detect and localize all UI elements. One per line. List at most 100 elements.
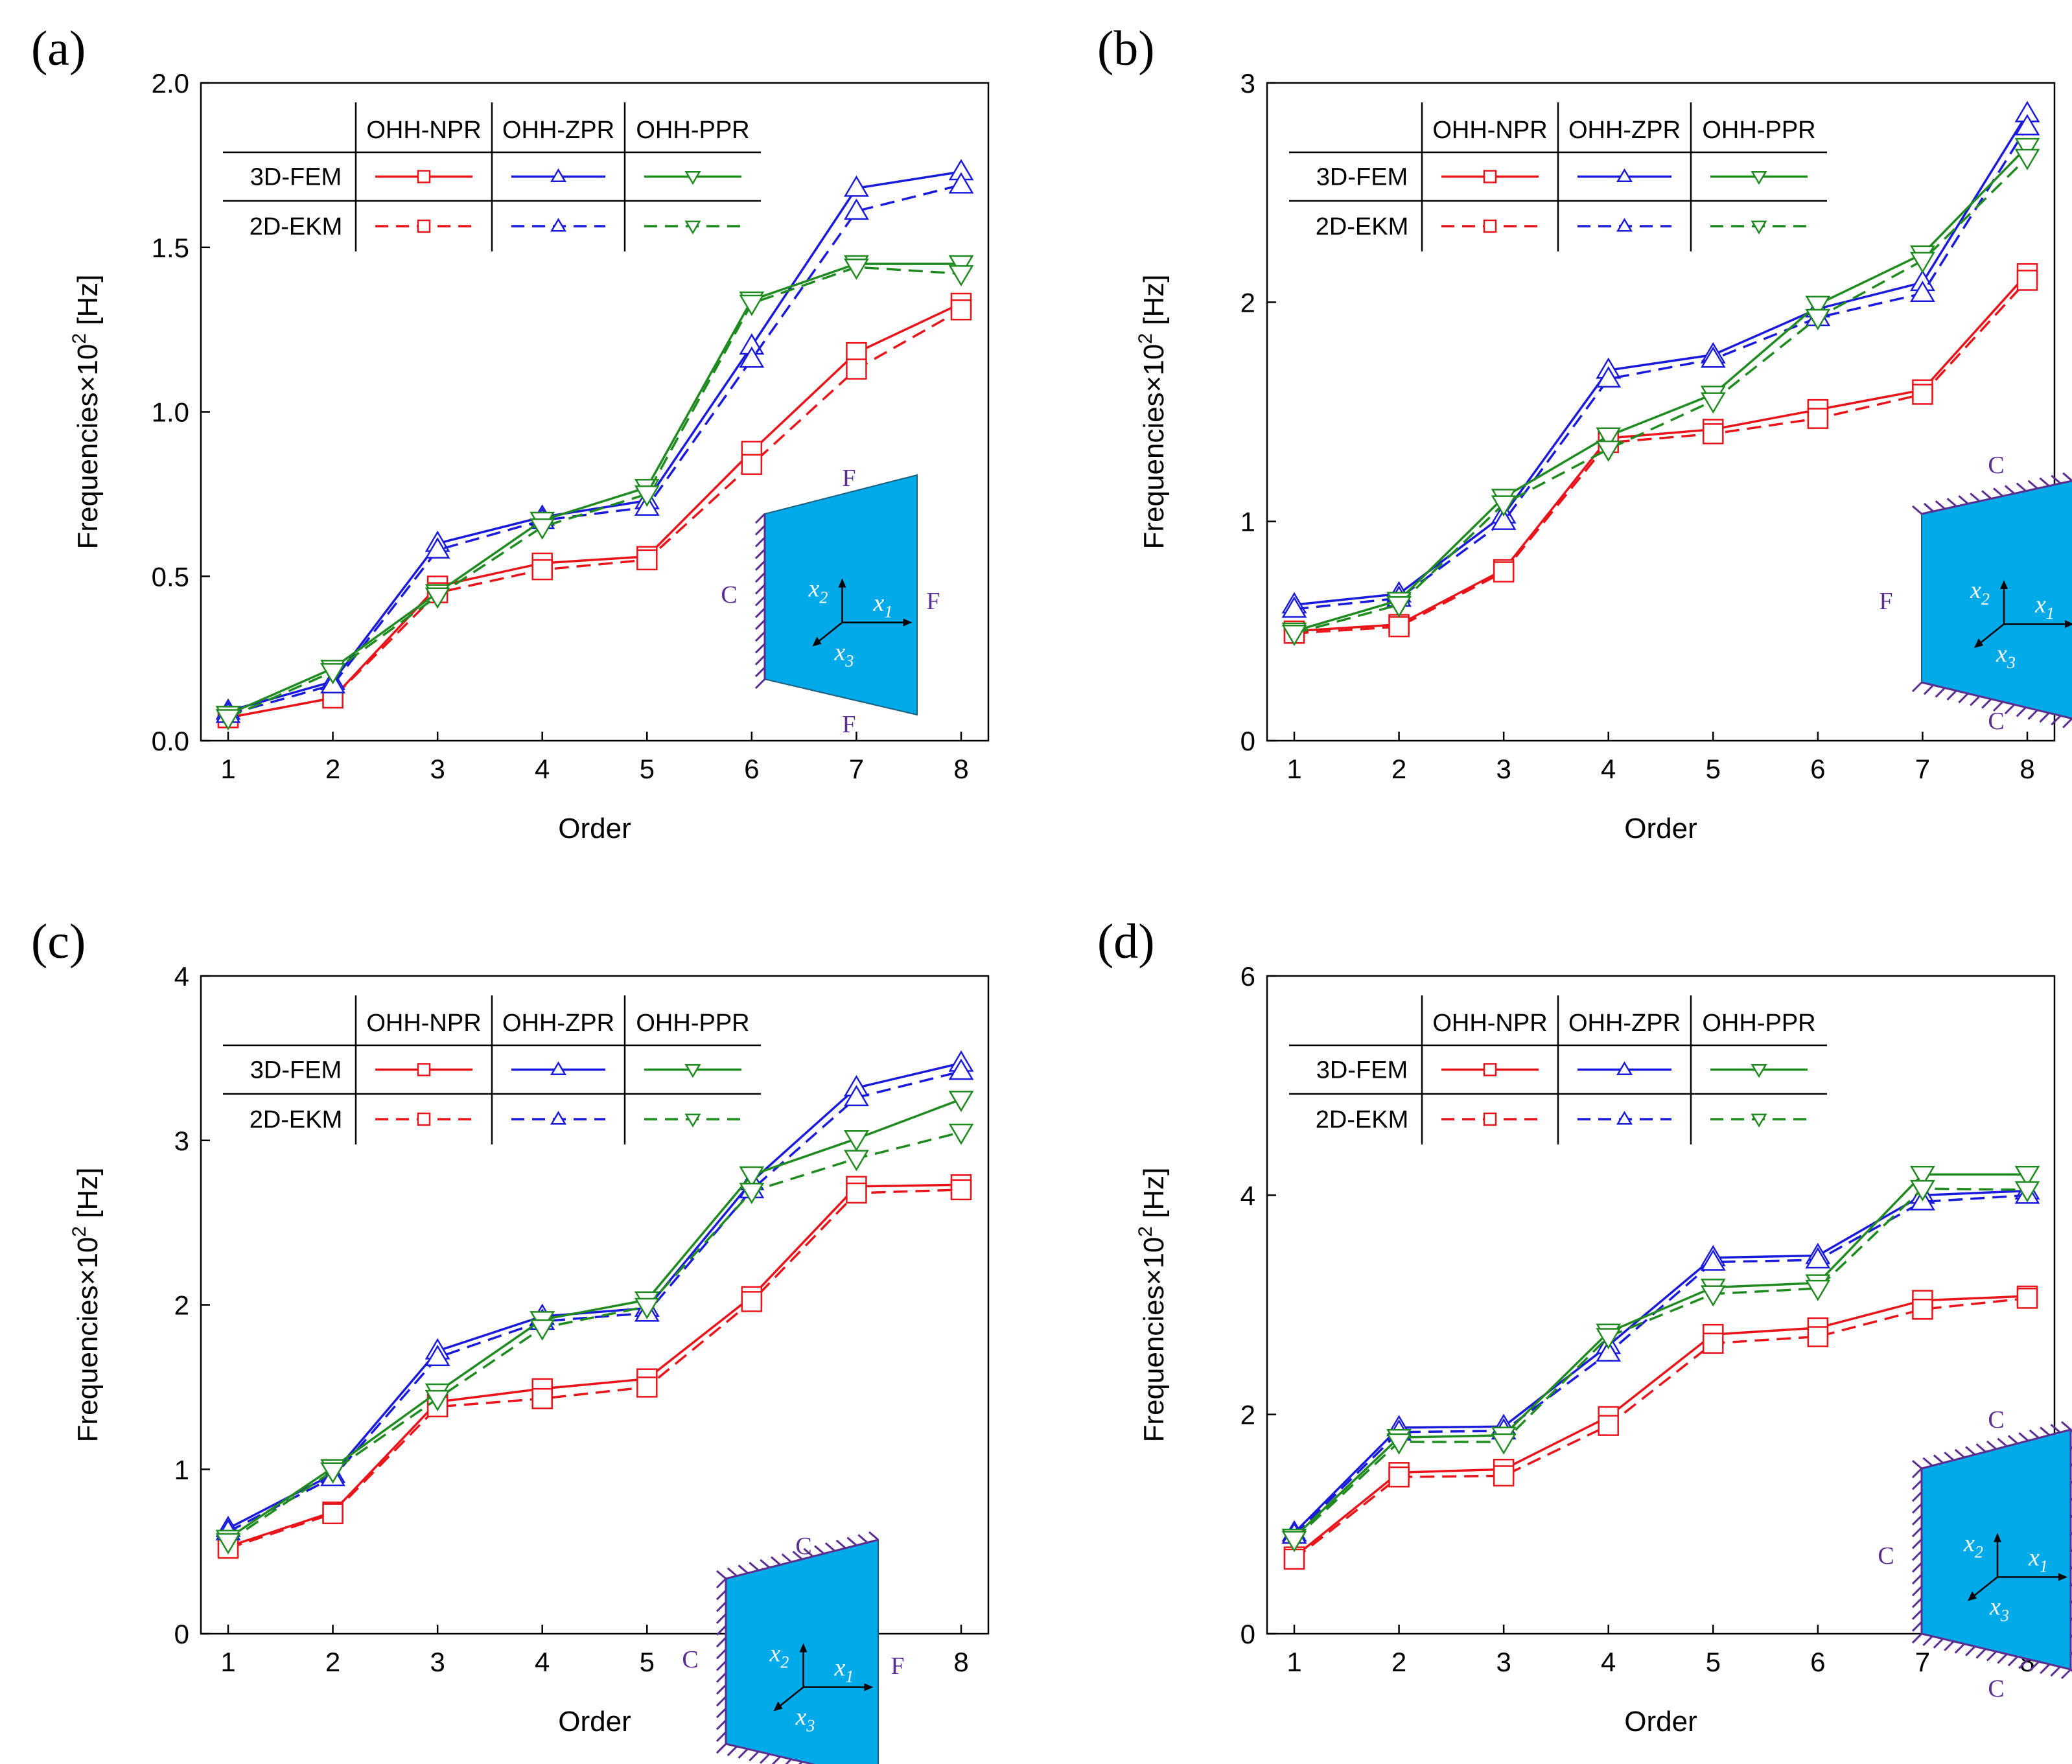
boundary-label-bottom: F <box>842 711 856 738</box>
hatch-mark <box>1981 698 1992 709</box>
boundary-label-top: C <box>1988 452 2004 479</box>
plate-shape <box>1921 480 2072 719</box>
hatch-mark <box>716 1590 727 1601</box>
hatch-mark <box>814 1545 825 1555</box>
data-point-ppr <box>215 709 241 731</box>
hatch-mark <box>754 655 766 666</box>
axis-symbol-letter: x <box>1989 1594 2001 1621</box>
hatch-mark <box>785 1758 792 1764</box>
hatch-mark <box>716 1613 727 1624</box>
y-axis-label-unit: [Hz] <box>72 275 104 333</box>
hatch-mark <box>716 1684 727 1695</box>
axis-symbol-x3: x3 <box>795 1704 815 1735</box>
y-tick-label: 3 <box>174 1126 189 1156</box>
data-point-npr <box>1807 1326 1829 1347</box>
legend-column-header: OHH-ZPR <box>502 1010 614 1037</box>
x-tick-label: 5 <box>640 754 655 784</box>
arrowhead <box>838 578 846 588</box>
arrowhead <box>903 618 913 627</box>
hatch-mark <box>835 1539 846 1549</box>
hatch-mark <box>1922 1457 1933 1467</box>
data-point-ppr <box>1281 1531 1307 1553</box>
hatch-mark <box>1911 1550 1923 1561</box>
arrowhead <box>2000 580 2008 589</box>
hatch-mark <box>2018 1432 2029 1442</box>
hatch-mark <box>1912 505 1922 515</box>
x-tick-label: 8 <box>953 754 968 784</box>
hatch-mark <box>760 1753 771 1764</box>
x-axis-label: Order <box>1624 813 1697 844</box>
axis-x3-arrow <box>1971 1576 1998 1599</box>
hatch-mark <box>2051 715 2062 726</box>
legend-marker-npr <box>1483 219 1497 233</box>
clamped-edge <box>1921 681 2072 720</box>
hatch-mark <box>1954 1643 1965 1654</box>
hatch-mark <box>1911 1573 1923 1584</box>
hatch-mark <box>1993 487 2003 497</box>
data-point-npr <box>1703 1332 1724 1354</box>
legend-column-header: OHH-PPR <box>636 1010 749 1037</box>
legend-marker-zpr <box>550 218 567 232</box>
panel-label: (d) <box>1097 914 1155 969</box>
hatch-mark <box>1935 687 1946 698</box>
y-tick-label: 1.5 <box>152 233 189 263</box>
hatch-mark <box>1911 1514 1923 1526</box>
axis-symbol-x1: x1 <box>873 590 893 621</box>
legend-marker-npr <box>1483 1063 1497 1076</box>
hatch-mark <box>727 1567 738 1577</box>
axis-symbol-letter: x <box>1996 640 2007 667</box>
data-point-npr <box>1703 423 1724 445</box>
hatch-mark <box>1975 1443 1986 1453</box>
x-tick-label: 2 <box>325 754 340 784</box>
axis-symbol-subscript: 2 <box>819 588 828 607</box>
hatch-mark <box>716 1696 727 1707</box>
x-tick-label: 6 <box>1810 754 1825 784</box>
panel-label: (b) <box>1097 21 1155 76</box>
data-point-zpr <box>1700 346 1726 368</box>
hatch-mark <box>2040 1664 2051 1675</box>
hatch-mark <box>770 1556 781 1566</box>
data-point-zpr <box>843 198 869 220</box>
axis-x3-arrow <box>815 621 843 644</box>
hatch-mark <box>1911 1609 1923 1620</box>
axis-symbol-letter: x <box>769 1640 781 1667</box>
hatch-mark <box>2051 474 2062 484</box>
data-point-ppr <box>1909 251 1935 273</box>
boundary-label-top: F <box>842 465 856 492</box>
series-line-ppr-2d-ekm <box>1294 156 2029 634</box>
hatch-mark <box>754 596 766 607</box>
legend-column-header: OHH-PPR <box>636 117 749 144</box>
data-point-ppr <box>948 1091 974 1113</box>
data-point-zpr <box>2014 113 2040 135</box>
legend-marker-zpr <box>1616 1061 1633 1075</box>
data-point-ppr <box>2014 137 2040 159</box>
hatch-mark <box>738 1748 749 1759</box>
axis-symbol-letter: x <box>808 575 820 603</box>
data-point-npr <box>1493 561 1515 583</box>
legend-marker-npr <box>417 219 431 233</box>
hatch-mark <box>1923 684 1934 695</box>
hatch-mark <box>1935 500 1946 510</box>
y-tick-label: 4 <box>174 961 189 992</box>
axis-x3-arrow <box>776 1686 804 1709</box>
data-point-zpr <box>843 175 869 197</box>
y-tick-label: 0.0 <box>152 726 189 756</box>
hatch-mark <box>1922 1635 1933 1646</box>
data-point-ppr <box>739 294 765 316</box>
data-point-npr <box>636 549 658 571</box>
boundary-label-left: C <box>682 1646 698 1673</box>
y-axis-label-unit: [Hz] <box>72 1168 104 1226</box>
y-tick-label: 0 <box>174 1619 189 1649</box>
legend-marker-ppr <box>684 1064 701 1078</box>
hatch-mark <box>716 1601 727 1612</box>
data-point-ppr <box>2014 1165 2040 1187</box>
x-tick-label: 5 <box>1706 1647 1721 1677</box>
legend-column-header: OHH-ZPR <box>1568 1010 1681 1037</box>
hatch-mark <box>2007 1435 2018 1445</box>
hatch-mark <box>1911 1621 1923 1632</box>
hatch-mark <box>2016 482 2027 492</box>
x-tick-label: 1 <box>1286 754 1301 784</box>
legend-row-label: 3D-FEM <box>1316 164 1408 191</box>
axis-symbol-letter: x <box>2028 1544 2040 1572</box>
